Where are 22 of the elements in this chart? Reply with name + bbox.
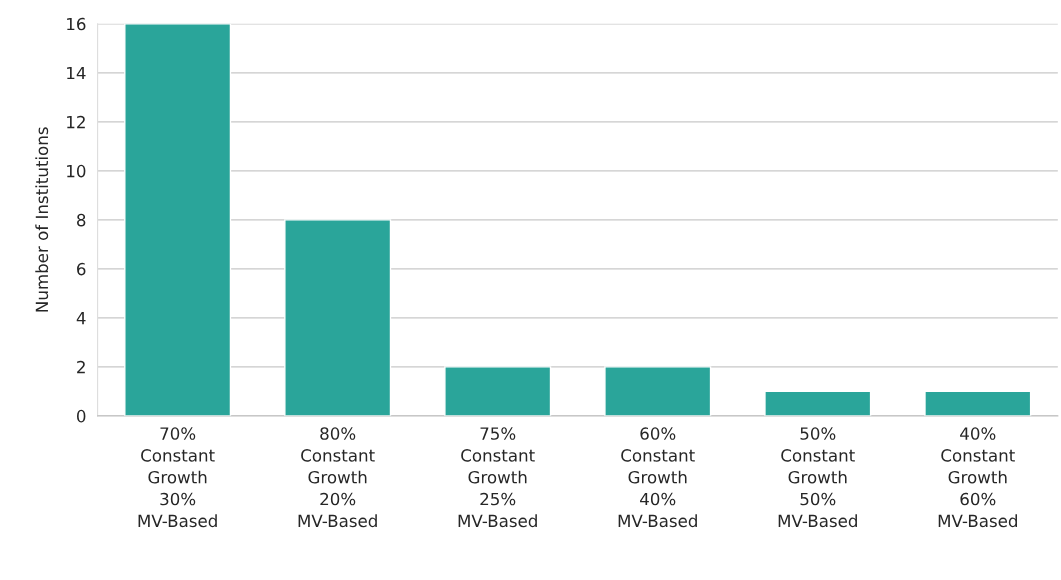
y-tick-label: 12	[67, 115, 85, 129]
x-tick-label: 50% Constant Growth 50% MV-Based	[778, 427, 857, 528]
bar	[924, 390, 1032, 416]
x-tick-label: 75% Constant Growth 25% MV-Based	[458, 427, 537, 528]
bar	[444, 366, 552, 416]
y-tick-label: 2	[77, 360, 85, 374]
x-tick-label: 70% Constant Growth 30% MV-Based	[138, 427, 217, 528]
bar	[764, 390, 872, 416]
y-tick-label: 6	[77, 262, 86, 276]
y-tick-label: 14	[67, 66, 86, 80]
y-tick-label: 16	[67, 17, 86, 31]
x-tick-label: 80% Constant Growth 20% MV-Based	[298, 427, 377, 528]
bar	[124, 23, 232, 416]
x-tick-label: 60% Constant Growth 40% MV-Based	[618, 427, 697, 528]
y-axis-title: Number of Institutions	[35, 127, 49, 312]
y-tick-label: 4	[76, 312, 86, 325]
y-tick-label: 0	[77, 409, 86, 423]
bar	[284, 219, 392, 416]
x-tick-label: 40% Constant Growth 60% MV-Based	[938, 427, 1017, 528]
y-tick-label: 10	[67, 164, 86, 178]
bar	[604, 366, 712, 416]
y-tick-label: 8	[77, 213, 86, 227]
